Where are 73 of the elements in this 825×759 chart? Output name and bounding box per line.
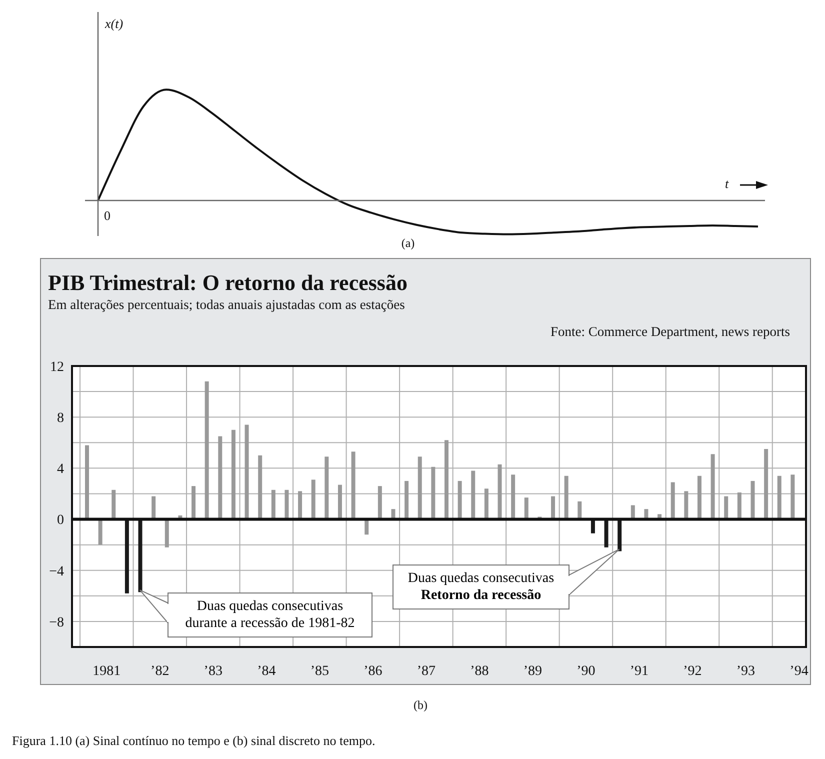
x-tick-label: ’87 [416, 664, 436, 679]
x-tick-label: ’92 [683, 664, 702, 679]
bar [484, 488, 488, 520]
bar [697, 476, 702, 520]
bar [204, 381, 209, 520]
bar [298, 491, 302, 520]
bar [777, 476, 782, 520]
x-tick-label: ’91 [630, 664, 649, 679]
bar [284, 490, 289, 520]
annotation: Duas quedas consecutivas Retorno da recessão [408, 571, 554, 603]
bar [431, 466, 436, 520]
bar [164, 519, 169, 548]
x-tick-label: 1981 [92, 664, 121, 679]
bar [218, 436, 222, 520]
bar [231, 430, 236, 520]
bar [271, 490, 276, 520]
y-tick-label: 4 [57, 462, 64, 478]
y-tick-label: 8 [57, 411, 64, 426]
bar [378, 486, 382, 520]
y-tick-label: −8 [49, 615, 64, 630]
bar [244, 424, 249, 520]
bar [311, 480, 316, 520]
x-tick-label: ’93 [736, 664, 756, 679]
annotation: 0 [104, 208, 110, 224]
x-tick-label: ’88 [470, 664, 489, 679]
bar [98, 519, 102, 545]
bar [564, 476, 568, 520]
y-tick-label: −4 [49, 564, 64, 580]
bar [471, 470, 476, 520]
text: Figura 1.10 (a) Sinal contínuo no tempo e (b) sinal discreto no tempo. [12, 733, 376, 749]
x-tick-label: ’84 [257, 664, 276, 679]
annotation: Duas quedas consecutivas durante a recessão de 1981-82 [185, 599, 355, 631]
y-tick-label: 0 [57, 513, 64, 528]
y-tick-label: 12 [50, 360, 64, 375]
bar [418, 456, 422, 520]
x-tick-label: ’82 [150, 664, 170, 679]
x-tick-label: ’85 [310, 664, 330, 679]
x-tick-label: ’89 [523, 664, 542, 679]
x-tick-label: ’86 [364, 664, 382, 679]
bar [152, 496, 156, 520]
bar [578, 501, 582, 520]
bar [511, 474, 516, 520]
bar [112, 490, 116, 520]
chart-subtitle: Em alterações percentuais; todas anuais ajustadas com as estações [48, 297, 405, 313]
bar [404, 480, 409, 520]
bar [498, 464, 502, 520]
bar [324, 456, 329, 520]
text: (b) [412, 698, 428, 713]
bar [85, 445, 89, 520]
source-note: Fonte: Commerce Department, news reports [550, 324, 790, 340]
y-axis-title: x(t) [105, 16, 124, 32]
bar [670, 482, 675, 520]
bar [444, 440, 448, 520]
bar [351, 452, 356, 520]
bar [258, 455, 262, 520]
bar [192, 486, 196, 520]
bar [458, 480, 462, 520]
text: (a) [400, 236, 416, 251]
x-axis-title: t [725, 176, 729, 192]
bar [524, 498, 528, 520]
chart-title: PIB Trimestral: O retorno da recessão [48, 270, 408, 296]
bar [710, 454, 715, 520]
x-tick-label: ’94 [790, 664, 808, 679]
bar [338, 484, 342, 520]
x-tick-label: ’83 [204, 664, 222, 679]
bar [790, 474, 795, 520]
bar [750, 480, 755, 520]
bar [724, 496, 728, 520]
bar [737, 492, 742, 520]
bar [684, 491, 688, 520]
bar [551, 496, 556, 520]
bar [764, 449, 768, 520]
x-tick-label: ’90 [576, 664, 596, 679]
